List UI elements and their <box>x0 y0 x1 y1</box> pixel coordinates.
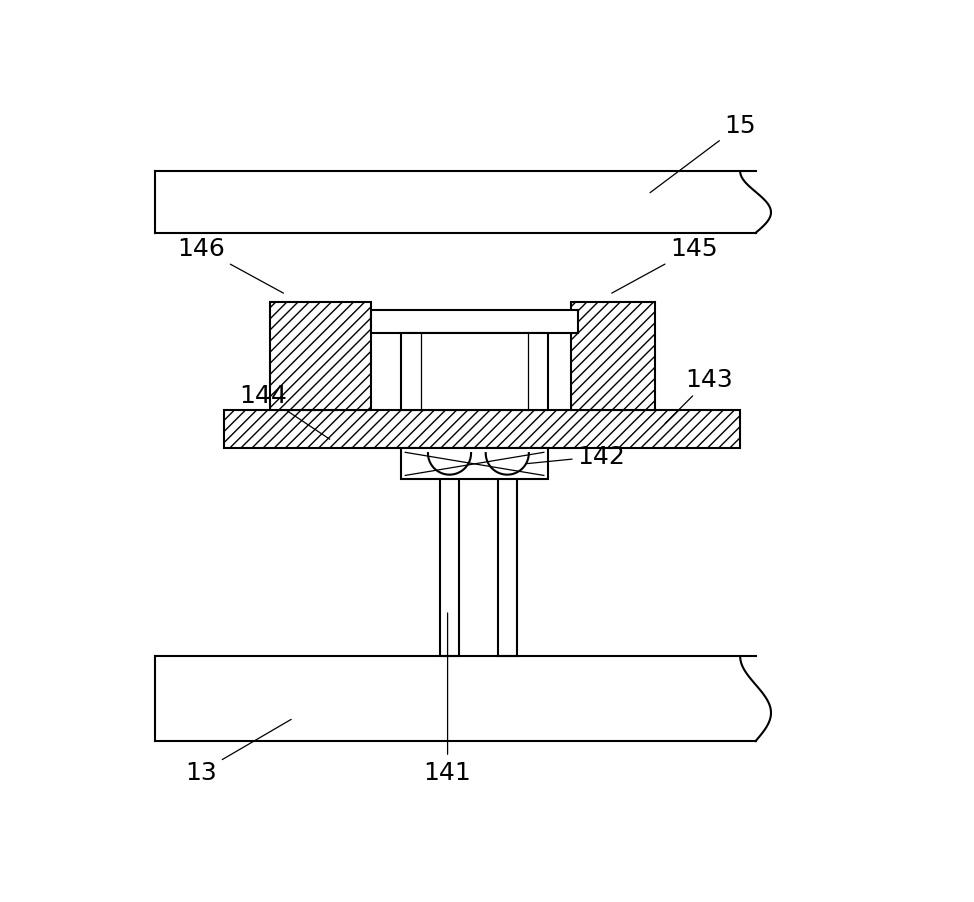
Text: 143: 143 <box>665 368 733 424</box>
Text: 15: 15 <box>650 114 756 194</box>
Bar <box>370 310 579 334</box>
Bar <box>440 449 459 657</box>
Text: 142: 142 <box>527 445 625 469</box>
Bar <box>401 334 547 410</box>
Text: 144: 144 <box>239 383 330 440</box>
Bar <box>498 449 517 657</box>
Text: 141: 141 <box>424 613 471 784</box>
Polygon shape <box>155 172 756 234</box>
Text: 13: 13 <box>185 720 291 784</box>
Text: 146: 146 <box>177 237 283 294</box>
Polygon shape <box>155 657 756 741</box>
Bar <box>224 410 740 449</box>
Bar <box>571 303 656 410</box>
Text: 145: 145 <box>612 237 718 294</box>
Bar <box>271 303 370 410</box>
Bar <box>401 449 547 480</box>
